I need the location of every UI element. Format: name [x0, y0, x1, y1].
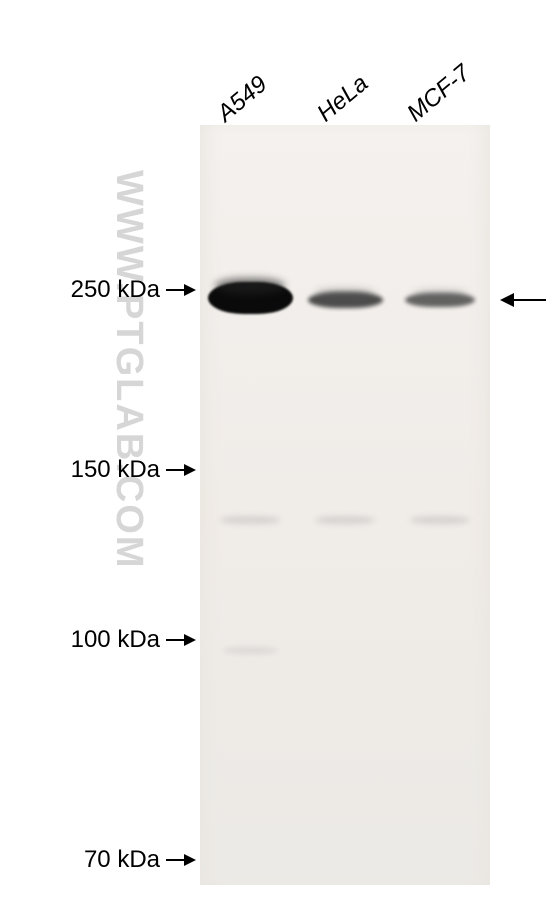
marker-arrow-icon	[166, 630, 200, 650]
marker-arrow-icon	[166, 460, 200, 480]
watermark-text: WWW.PTGLAB.COM	[107, 170, 150, 569]
marker-label: 70 kDa	[0, 846, 160, 874]
blot-band	[410, 516, 470, 524]
lane-label: HeLa	[312, 70, 374, 128]
marker-arrow-icon	[166, 850, 200, 870]
marker-arrow-icon	[166, 280, 200, 300]
marker-label: 250 kDa	[0, 276, 160, 304]
blot-band	[220, 516, 280, 524]
blot-band	[413, 290, 468, 299]
lane-label: MCF-7	[402, 59, 476, 128]
blot-band	[223, 647, 278, 654]
marker-label: 150 kDa	[0, 456, 160, 484]
blot-membrane	[200, 125, 490, 885]
blot-band	[215, 278, 285, 294]
blot-band	[315, 289, 375, 299]
figure-container: WWW.PTGLAB.COM A549 HeLa MCF-7 250 kDa 150 k…	[0, 0, 550, 903]
target-band-arrow	[500, 288, 550, 312]
blot-background	[200, 125, 490, 885]
blot-band	[315, 516, 375, 524]
lane-label: A549	[212, 71, 273, 128]
marker-label: 100 kDa	[0, 626, 160, 654]
